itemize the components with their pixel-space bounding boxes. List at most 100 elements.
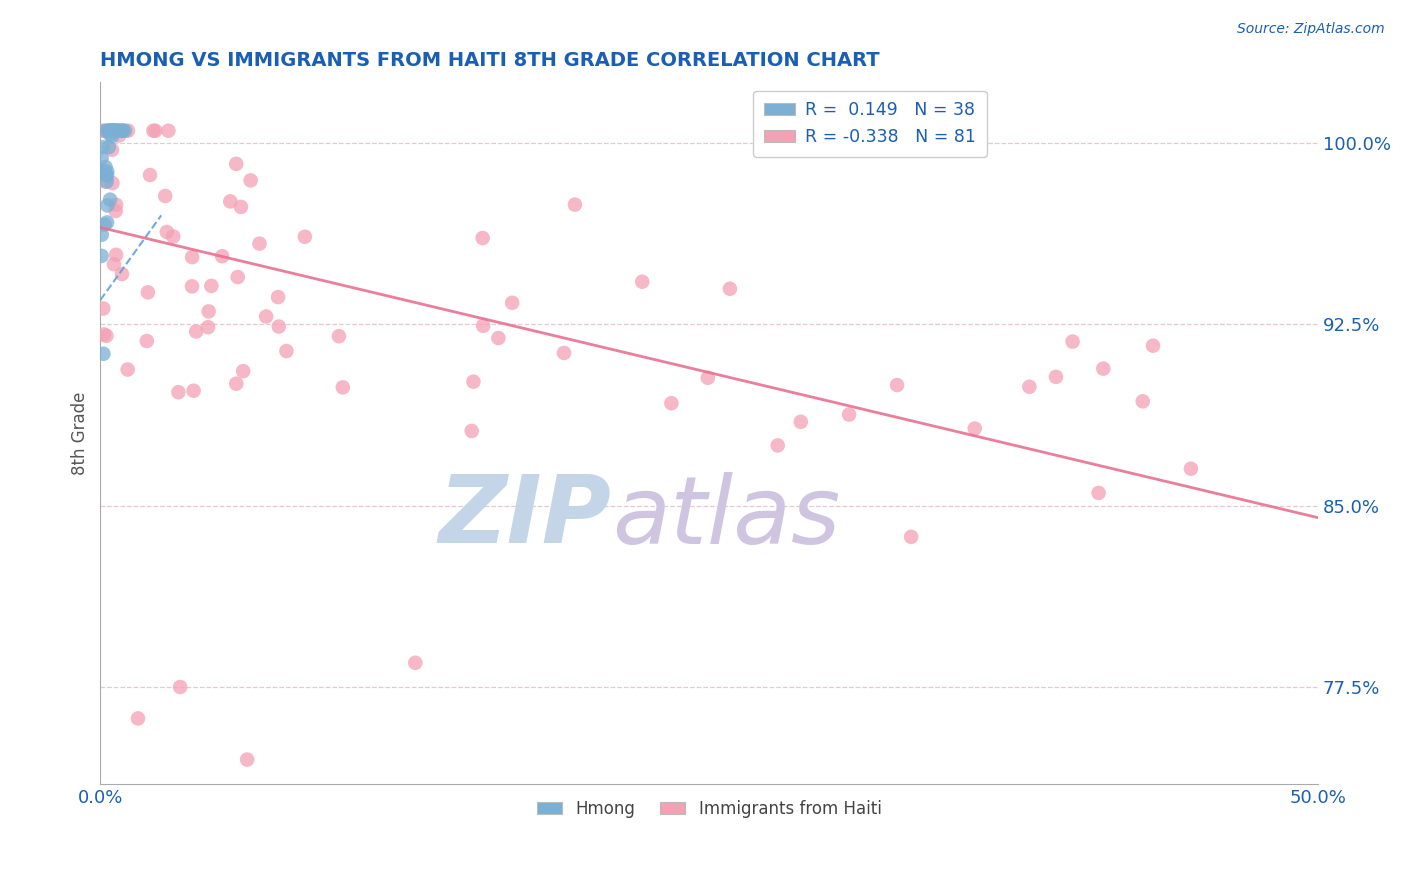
Point	[93, 164, 115, 178]
Point	[91, 124, 114, 138]
Point	[219, 194, 242, 209]
Point	[183, 384, 205, 398]
Point	[139, 168, 162, 182]
Point	[103, 124, 125, 138]
Point	[157, 124, 180, 138]
Point	[472, 318, 495, 333]
Point	[94, 124, 117, 138]
Point	[103, 124, 125, 138]
Point	[1132, 394, 1154, 409]
Point	[249, 236, 271, 251]
Point	[98, 193, 121, 207]
Point	[101, 124, 124, 138]
Point	[294, 229, 316, 244]
Point	[229, 200, 252, 214]
Point	[1092, 361, 1115, 376]
Point	[1045, 370, 1067, 384]
Point	[471, 231, 494, 245]
Point	[93, 166, 115, 180]
Point	[169, 680, 191, 694]
Point	[90, 227, 112, 242]
Point	[186, 325, 208, 339]
Point	[276, 344, 298, 359]
Point	[94, 167, 117, 181]
Point	[107, 124, 129, 138]
Point	[100, 124, 122, 138]
Point	[463, 375, 485, 389]
Point	[1087, 486, 1109, 500]
Point	[226, 270, 249, 285]
Point	[90, 249, 112, 263]
Point	[101, 129, 124, 144]
Point	[211, 249, 233, 263]
Point	[94, 160, 117, 174]
Point	[553, 346, 575, 360]
Point	[97, 124, 120, 138]
Point	[117, 124, 139, 138]
Point	[145, 124, 167, 138]
Point	[107, 124, 129, 138]
Legend: Hmong, Immigrants from Haiti: Hmong, Immigrants from Haiti	[530, 793, 889, 824]
Point	[267, 319, 290, 334]
Point	[564, 197, 586, 211]
Point	[167, 385, 190, 400]
Point	[90, 164, 112, 178]
Point	[127, 711, 149, 725]
Point	[181, 279, 204, 293]
Point	[111, 124, 134, 138]
Point	[501, 295, 523, 310]
Point	[96, 198, 118, 212]
Point	[1142, 339, 1164, 353]
Point	[236, 753, 259, 767]
Point	[200, 279, 222, 293]
Point	[114, 124, 136, 138]
Point	[93, 347, 115, 361]
Point	[103, 257, 125, 271]
Point	[96, 175, 118, 189]
Y-axis label: 8th Grade: 8th Grade	[72, 392, 89, 475]
Point	[900, 530, 922, 544]
Point	[404, 656, 426, 670]
Point	[696, 371, 718, 385]
Point	[267, 290, 290, 304]
Point	[135, 334, 157, 348]
Point	[460, 424, 482, 438]
Point	[91, 140, 114, 154]
Point	[718, 282, 741, 296]
Point	[110, 124, 132, 138]
Point	[838, 408, 860, 422]
Text: HMONG VS IMMIGRANTS FROM HAITI 8TH GRADE CORRELATION CHART: HMONG VS IMMIGRANTS FROM HAITI 8TH GRADE…	[100, 51, 880, 70]
Point	[105, 198, 128, 212]
Point	[93, 327, 115, 342]
Point	[197, 320, 219, 334]
Point	[162, 229, 184, 244]
Point	[104, 204, 127, 219]
Point	[181, 250, 204, 264]
Point	[108, 128, 131, 143]
Point	[254, 310, 277, 324]
Point	[332, 380, 354, 394]
Point	[225, 376, 247, 391]
Point	[1018, 380, 1040, 394]
Point	[103, 124, 125, 138]
Point	[239, 173, 262, 187]
Point	[111, 124, 134, 138]
Point	[94, 174, 117, 188]
Point	[100, 124, 122, 138]
Point	[111, 124, 134, 138]
Point	[97, 140, 120, 154]
Point	[225, 157, 247, 171]
Point	[117, 362, 139, 376]
Point	[91, 301, 114, 316]
Point	[105, 124, 128, 138]
Point	[1180, 461, 1202, 475]
Point	[103, 124, 125, 138]
Point	[153, 189, 176, 203]
Point	[96, 215, 118, 229]
Point	[101, 176, 124, 190]
Point	[1062, 334, 1084, 349]
Point	[96, 169, 118, 183]
Point	[93, 218, 115, 232]
Point	[96, 164, 118, 178]
Point	[232, 364, 254, 378]
